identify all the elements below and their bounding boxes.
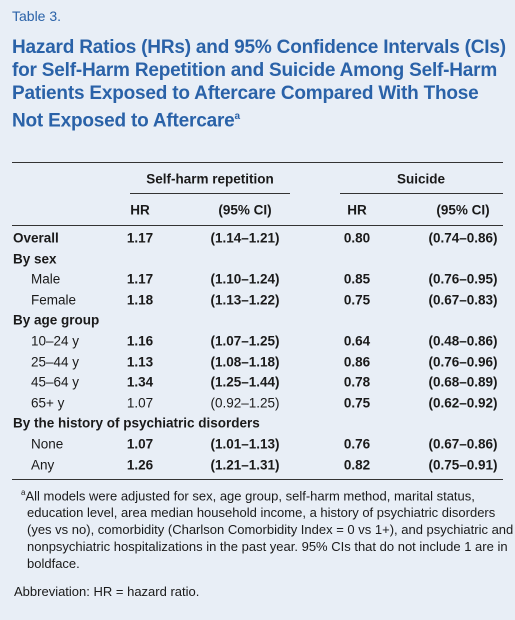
title-note: a [234,111,241,122]
cell: (1.01–1.13) [210,436,280,452]
row-label: 65+ y [31,395,65,411]
cell: (1.07–1.25) [210,333,280,349]
table-label: Table 3. [12,8,62,24]
cell: 0.80 [343,230,371,246]
cell: (1.13–1.22) [210,292,280,308]
cell: 1.26 [126,457,154,473]
cell: (1.10–1.24) [210,271,280,287]
cell: (0.68–0.89) [428,374,498,390]
cell: 1.34 [126,374,154,390]
cell: 0.86 [343,354,371,370]
cell: (0.76–0.96) [428,354,498,370]
cell: (1.14–1.21) [210,230,280,246]
rule [130,193,290,194]
row-label: Male [31,271,61,287]
column-header: (95% CI) [218,202,272,218]
row-label: Any [31,457,55,473]
group-header: Self-harm repetition [146,171,274,187]
section-label: By age group [13,312,100,328]
cell: (1.21–1.31) [210,457,280,473]
abbreviation: Abbreviation: HR = hazard ratio. [14,584,200,599]
cell: (0.76–0.95) [428,271,498,287]
footnote-text: All models were adjusted for sex, age gr… [25,488,514,572]
section-label: By sex [13,251,57,267]
cell: (1.08–1.18) [210,354,280,370]
rule [340,193,503,194]
cell: 0.85 [343,271,371,287]
cell: (0.67–0.86) [428,436,498,452]
cell: 0.76 [343,436,371,452]
table-title: Hazard Ratios (HRs) and 95% Confidence I… [12,36,508,132]
row-label: 25–44 y [31,354,80,370]
cell: (0.48–0.86) [428,333,498,349]
cell: 1.16 [126,333,154,349]
cell: 1.07 [126,436,154,452]
row-label: Female [31,292,77,308]
cell: (0.67–0.83) [428,292,498,308]
cell: 0.64 [343,333,371,349]
column-header: HR [130,202,150,218]
cell: 0.75 [343,292,371,308]
column-header: HR [347,202,367,218]
cell: 0.75 [343,395,371,411]
cell: 1.18 [126,292,154,308]
rule [12,479,503,480]
section-label: By the history of psychiatric disorders [13,415,260,431]
cell: (0.74–0.86) [428,230,498,246]
rule [12,162,503,163]
cell: (1.25–1.44) [210,374,280,390]
row-label: None [31,436,64,452]
cell: 0.78 [343,374,371,390]
cell: 1.17 [126,230,154,246]
group-header: Suicide [396,171,446,187]
section-label: Overall [13,230,59,246]
rule [12,225,503,226]
cell: 1.07 [126,395,154,411]
cell: (0.62–0.92) [428,395,498,411]
footnote-marker: a [21,488,26,497]
row-label: 45–64 y [31,374,80,390]
cell: 1.17 [126,271,154,287]
cell: 0.82 [343,457,371,473]
cell: 1.13 [126,354,154,370]
footnote: aAll models were adjusted for sex, age g… [14,484,515,572]
column-header: (95% CI) [436,202,490,218]
cell: (0.92–1.25) [210,395,280,411]
row-label: 10–24 y [31,333,80,349]
cell: (0.75–0.91) [428,457,498,473]
title-text: Hazard Ratios (HRs) and 95% Confidence I… [12,37,506,132]
